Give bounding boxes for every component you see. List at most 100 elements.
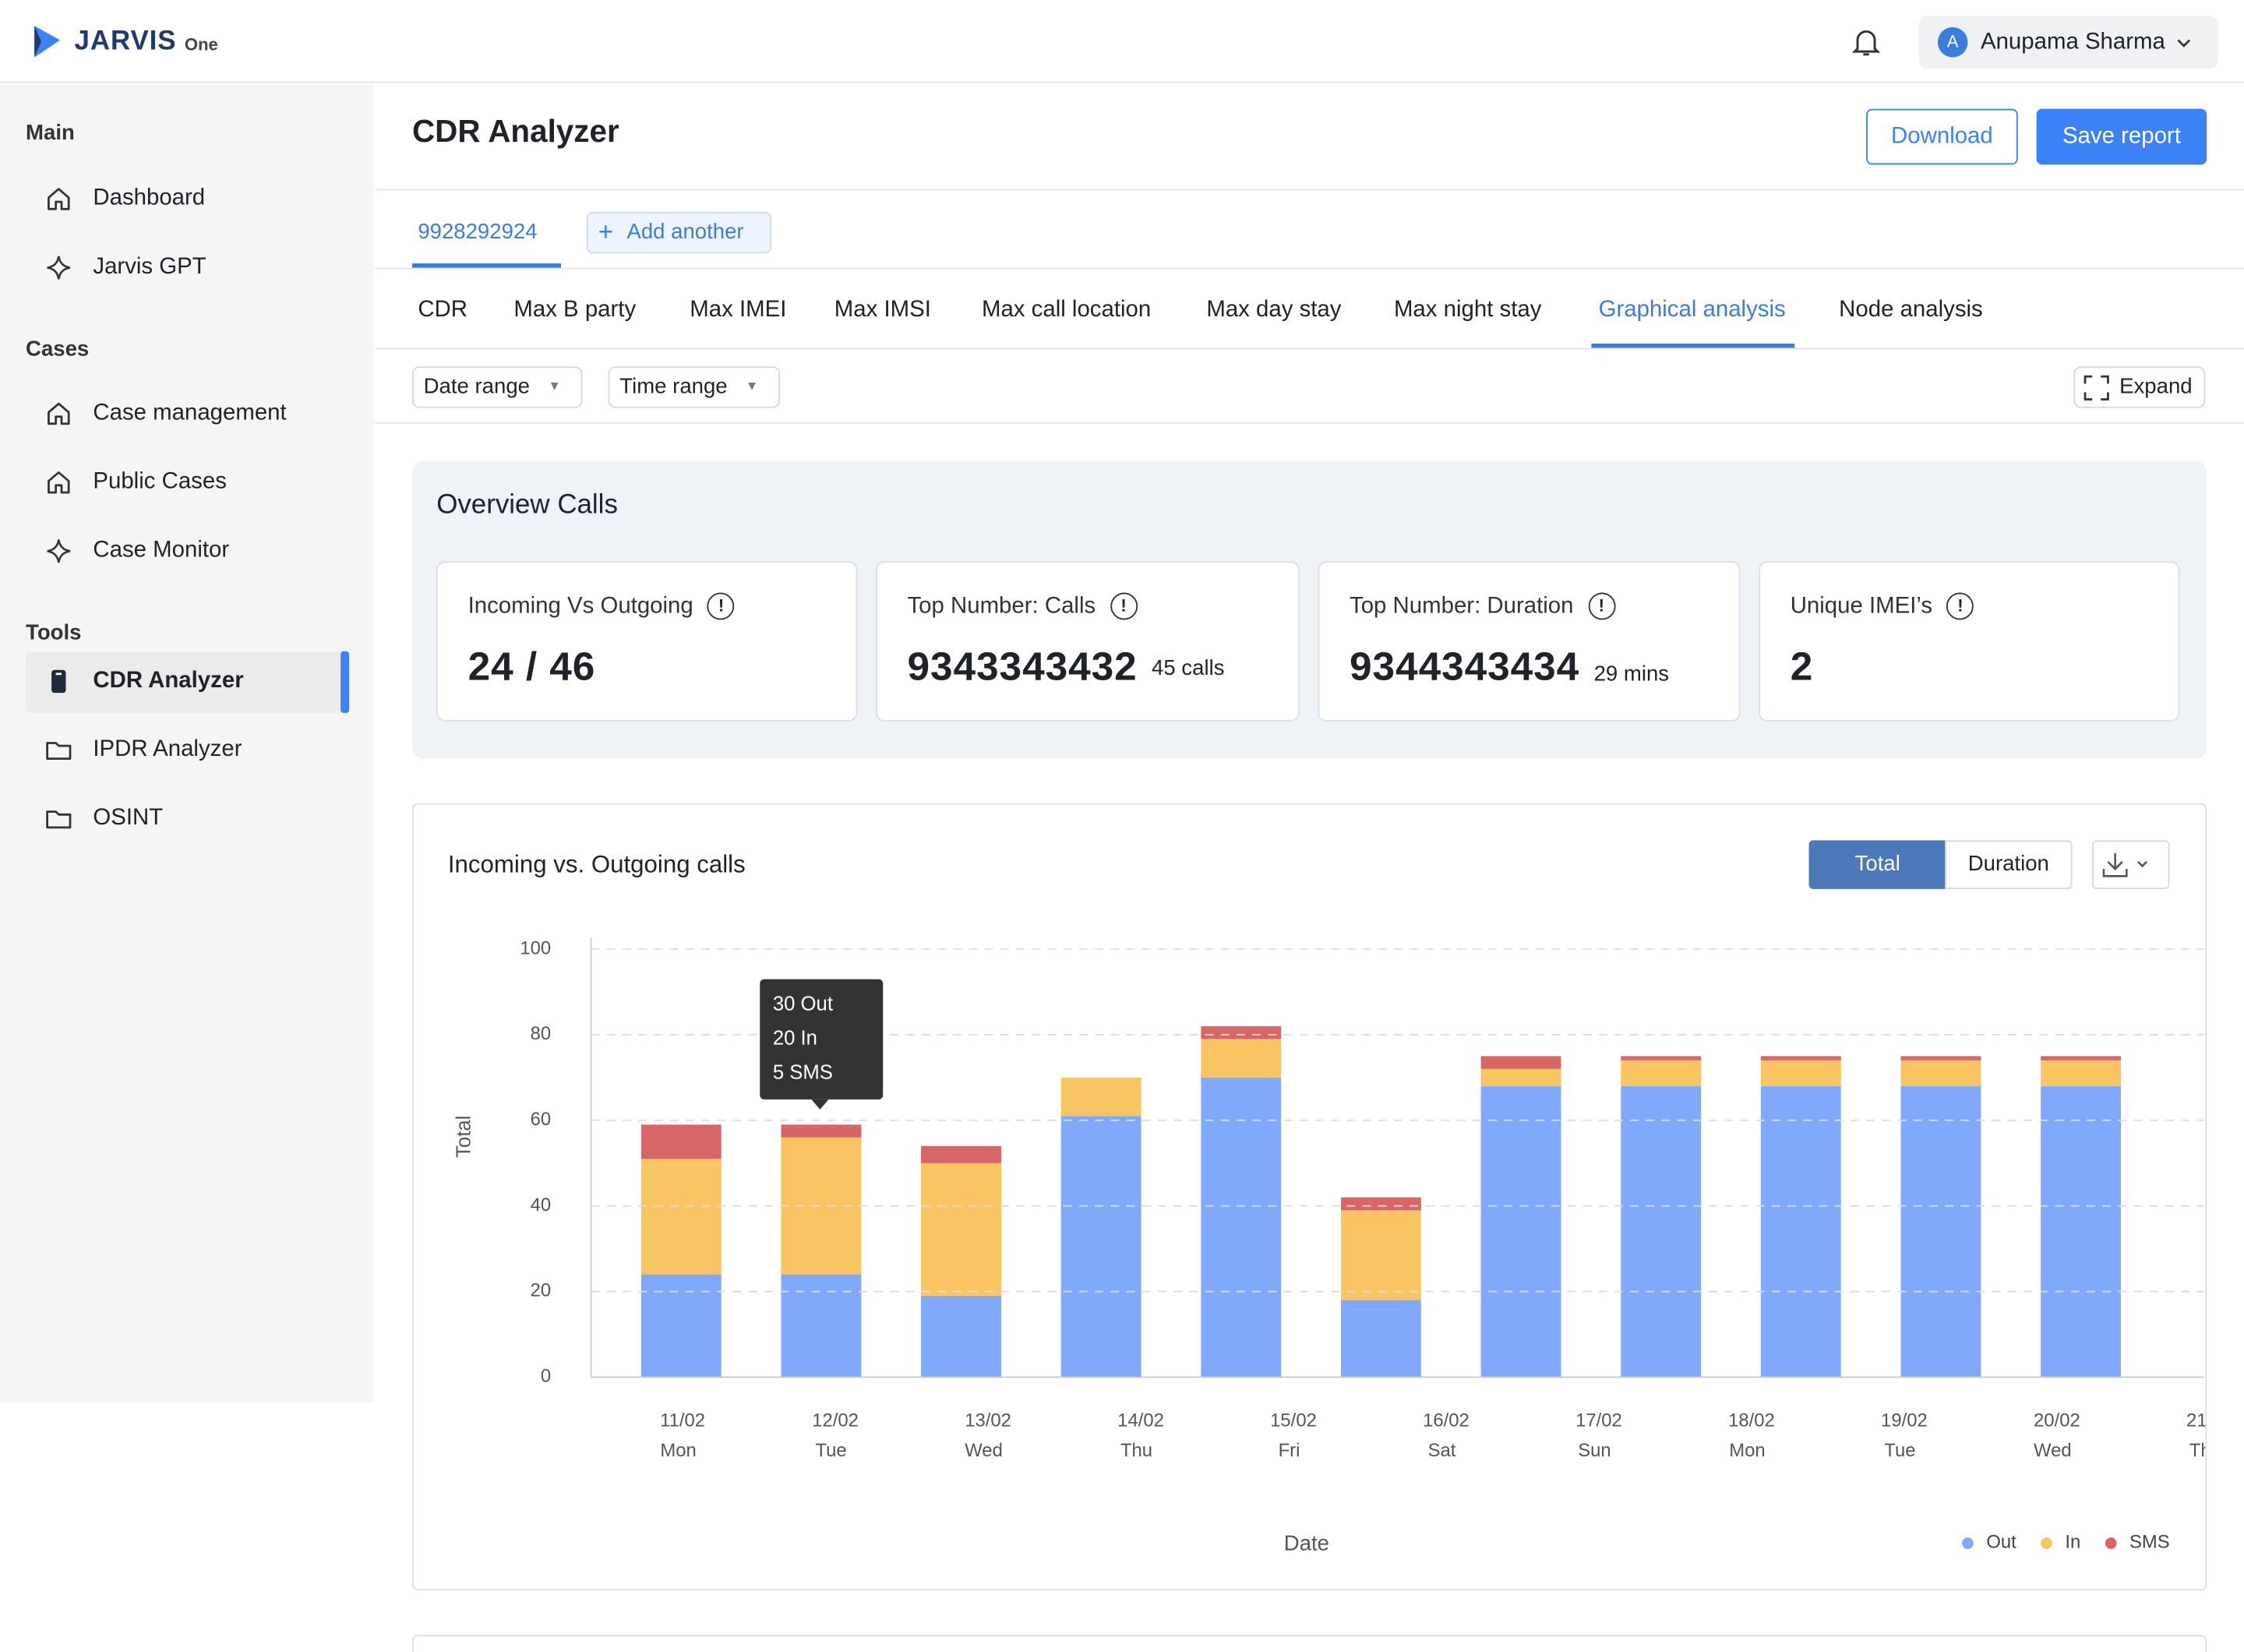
stat-value: 9344343434 [1350,644,1580,689]
nav-icon [47,539,71,563]
filter-dropdown[interactable] [411,366,583,408]
nav-item[interactable]: OSINT [93,806,164,831]
tab[interactable]: Max call location [981,298,1152,323]
tab[interactable]: Graphical analysis [1598,298,1786,323]
tab[interactable]: CDR [418,298,468,323]
x-axis-label: Date [1284,1531,1329,1555]
add-another-button[interactable] [587,211,771,254]
bar-segment [1480,1085,1561,1378]
nav-item[interactable]: CDR Analyzer [93,668,244,694]
next-panel [411,1634,2207,1652]
divider [375,267,2244,270]
save-button[interactable]: Save report [2036,108,2207,165]
download-button[interactable]: Download [1866,108,2018,165]
y-tick-label: 40 [531,1195,552,1216]
tooltip [760,979,884,1100]
y-tick-label: 80 [531,1023,552,1044]
nav-icon [46,810,72,829]
y-tick-label: 0 [541,1366,551,1387]
active-tab-underline [1591,343,1795,348]
page-title: CDR Analyzer [411,113,619,150]
bar-segment [2041,1056,2121,1061]
legend-label: Out [1986,1532,2016,1553]
x-tick-label: 11/02 [660,1410,705,1431]
add-another-label: Add another [626,219,744,245]
nav-item[interactable]: Dashboard [93,185,206,211]
y-axis-label: Total [453,1116,475,1158]
info-icon: ! [1587,592,1615,620]
tab[interactable]: Max IMSI [834,298,931,323]
tab[interactable]: Max night stay [1393,298,1542,323]
x-tick-sublabel: Sat [1428,1440,1456,1461]
number-tab[interactable]: 9928292924 [418,219,538,245]
x-tick-label: 13/02 [965,1410,1011,1431]
legend-label: SMS [2129,1532,2170,1553]
bar-segment [1480,1056,1561,1069]
stat-sub: 45 calls [1152,656,1225,681]
bar-segment [1340,1210,1421,1301]
nav-item[interactable]: Public Cases [93,469,227,494]
bar-segment [1201,1025,1282,1040]
legend-swatch [2041,1537,2052,1549]
tab[interactable]: Max day stay [1206,298,1342,323]
bar-segment [1201,1039,1282,1078]
x-tick-sublabel: Sun [1578,1440,1611,1461]
tooltip-line: 30 Out [773,993,833,1015]
expand-label: Expand [2119,374,2193,399]
stat-label: Top Number: Duration [1350,594,1574,619]
sidebar [0,84,374,1403]
tab[interactable]: Node analysis [1839,298,1983,323]
bar-segment [1340,1197,1421,1211]
bar-segment [640,1274,722,1378]
toggle-duration[interactable]: Duration [1945,840,2073,889]
chart-panel [411,803,2207,1591]
filter-dropdown[interactable] [608,366,781,408]
stat-label: Top Number: Calls [907,594,1096,619]
bar-segment [1760,1085,1841,1378]
x-tick-label: 15/02 [1270,1410,1317,1431]
legend-swatch [1962,1537,1974,1549]
active-nav-indicator [340,651,350,713]
stat-card [1318,561,1741,722]
bar-segment [1060,1116,1141,1378]
overview-title: Overview Calls [436,490,618,521]
x-tick-label: 14/02 [1117,1410,1164,1431]
info-icon: ! [1946,592,1974,620]
avatar: A [1937,26,1968,58]
filter-label: Time range [619,374,728,399]
y-tick-label: 100 [520,937,551,958]
nav-item[interactable]: Case Monitor [93,538,230,563]
tab[interactable]: Max B party [513,298,637,323]
toggle-total[interactable]: Total [1808,840,1946,889]
logo-icon [34,26,61,58]
x-tick-sublabel: Mon [660,1440,696,1461]
x-tick-label: 21/02 [2186,1410,2233,1431]
nav-item[interactable]: IPDR Analyzer [93,737,242,762]
stat-label: Unique IMEI’s [1790,594,1933,619]
bar-segment [781,1274,862,1378]
export-button[interactable] [2092,840,2170,889]
nav-item[interactable]: Case management [93,401,287,425]
expand-button[interactable] [2073,366,2206,408]
nav-icon [46,742,72,761]
divider [375,189,2244,191]
nav-icon [48,402,70,425]
tooltip-line: 20 In [773,1028,817,1050]
tooltip-line: 5 SMS [773,1062,833,1084]
nav-icon [48,471,70,494]
x-tick-sublabel: Fri [1279,1440,1300,1461]
bar-segment [1621,1085,1702,1378]
tooltip-pointer [811,1099,829,1110]
user-menu[interactable] [1919,16,2218,69]
tab[interactable]: Max IMEI [690,298,787,323]
brand: JARVIS [74,26,177,57]
x-tick-label: 16/02 [1423,1410,1470,1431]
y-tick-label: 20 [531,1280,552,1301]
stat-card [436,561,858,722]
info-icon: ! [1110,592,1138,620]
nav-item[interactable]: Jarvis GPT [93,255,206,280]
x-tick-sublabel: Thu [1120,1440,1152,1461]
bell-icon[interactable] [1849,24,1883,58]
